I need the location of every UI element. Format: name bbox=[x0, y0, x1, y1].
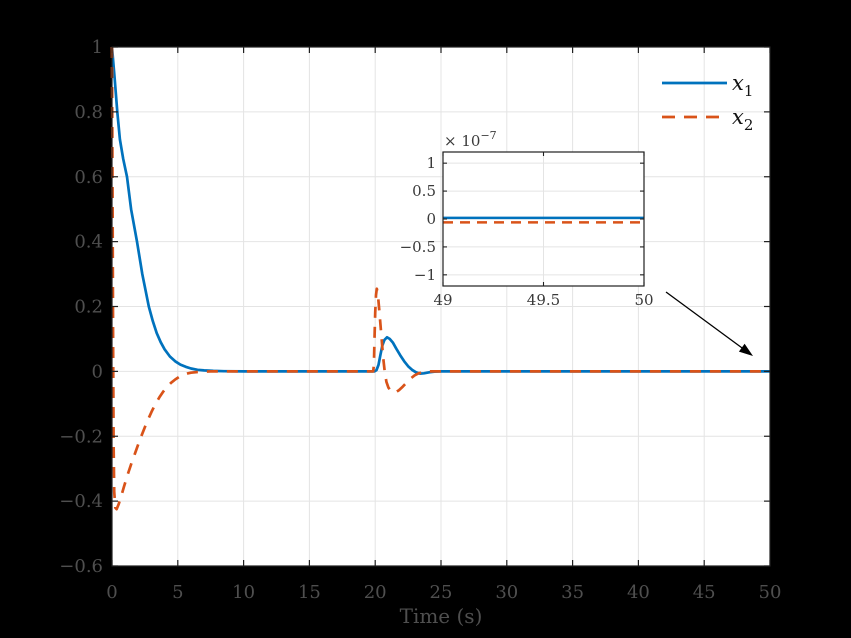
curve-x2 bbox=[110, 46, 770, 511]
inset-scale-label: × 10−7 bbox=[444, 129, 497, 150]
inset-x-tick-label: 49 bbox=[433, 291, 452, 309]
x-tick-label: 30 bbox=[495, 582, 518, 603]
x-tick-label: 5 bbox=[172, 582, 183, 603]
inset-y-tick-label: −1 bbox=[414, 266, 436, 284]
inset-y-tick-label: 0.5 bbox=[412, 182, 436, 200]
x-tick-label: 40 bbox=[627, 582, 650, 603]
x-tick-label: 0 bbox=[106, 582, 117, 603]
inset-x-tick-label: 49.5 bbox=[527, 291, 560, 309]
y-tick-label: 0.6 bbox=[74, 167, 103, 188]
y-tick-label: 0.4 bbox=[74, 232, 103, 253]
x-tick-label: 20 bbox=[364, 582, 387, 603]
x-tick-label: 45 bbox=[693, 582, 716, 603]
x-tick-label: 25 bbox=[430, 582, 453, 603]
x-axis-label: Time (s) bbox=[400, 604, 483, 628]
legend-label-x1: x1 bbox=[732, 71, 753, 100]
x-tick-label: 10 bbox=[232, 582, 255, 603]
inset-y-tick-label: 1 bbox=[426, 154, 436, 172]
x-tick-label: 35 bbox=[561, 582, 584, 603]
y-tick-label: −0.2 bbox=[59, 426, 103, 447]
annotation-arrow bbox=[665, 291, 753, 356]
x-tick-labels: 0 5 10 15 20 25 30 35 40 45 50 bbox=[106, 582, 781, 603]
y-tick-label: 0.2 bbox=[74, 297, 103, 318]
arrow-head bbox=[738, 343, 753, 356]
y-tick-label: 1 bbox=[92, 37, 103, 58]
y-tick-label: 0.8 bbox=[74, 102, 103, 123]
y-tick-label: 0 bbox=[92, 361, 103, 382]
y-tick-label: −0.6 bbox=[59, 556, 103, 577]
inset-x-tick-label: 50 bbox=[634, 291, 653, 309]
main-curves bbox=[110, 46, 770, 511]
inset-y-tick-label: −0.5 bbox=[400, 238, 436, 256]
y-tick-label: −0.4 bbox=[59, 491, 103, 512]
main-tick-marks bbox=[111, 46, 771, 567]
inset-axes: 49 49.5 50 1 0.5 0 −0.5 −1 × 10−7 bbox=[400, 129, 654, 309]
inset-y-tick-label: 0 bbox=[426, 210, 436, 228]
x-tick-label: 50 bbox=[759, 582, 782, 603]
main-grid bbox=[112, 47, 770, 566]
legend-label-x2: x2 bbox=[732, 105, 753, 134]
y-tick-labels: 1 0.8 0.6 0.4 0.2 0 −0.2 −0.4 −0.6 bbox=[59, 37, 103, 577]
arrow-line bbox=[665, 291, 744, 350]
x-tick-label: 15 bbox=[298, 582, 321, 603]
